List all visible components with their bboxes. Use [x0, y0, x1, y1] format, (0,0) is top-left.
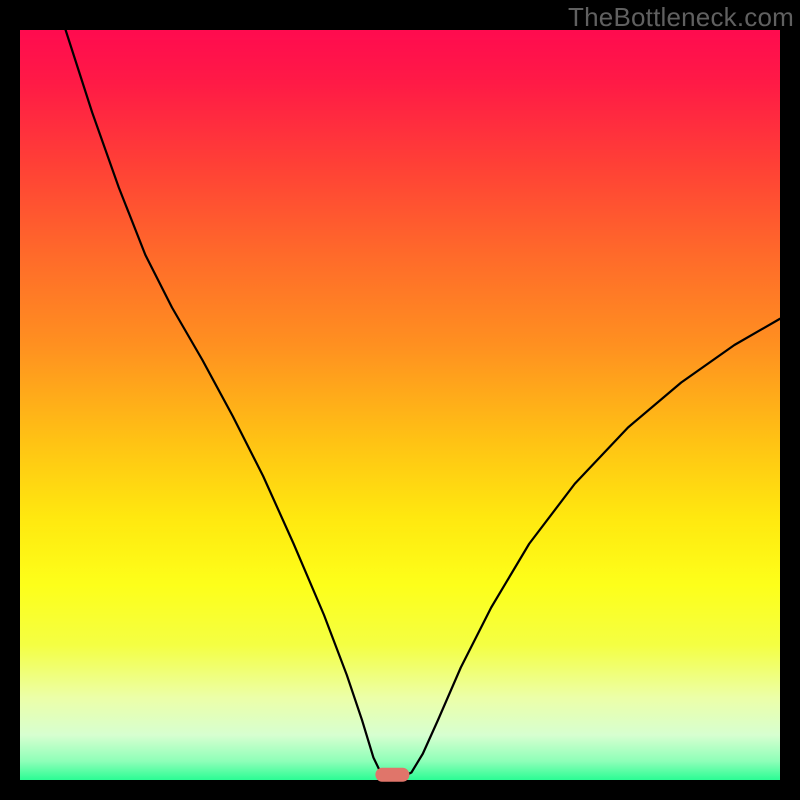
- watermark-text: TheBottleneck.com: [568, 2, 794, 33]
- optimum-marker: [375, 768, 409, 782]
- plot-background: [20, 30, 780, 780]
- bottleneck-chart: [0, 0, 800, 800]
- chart-stage: TheBottleneck.com: [0, 0, 800, 800]
